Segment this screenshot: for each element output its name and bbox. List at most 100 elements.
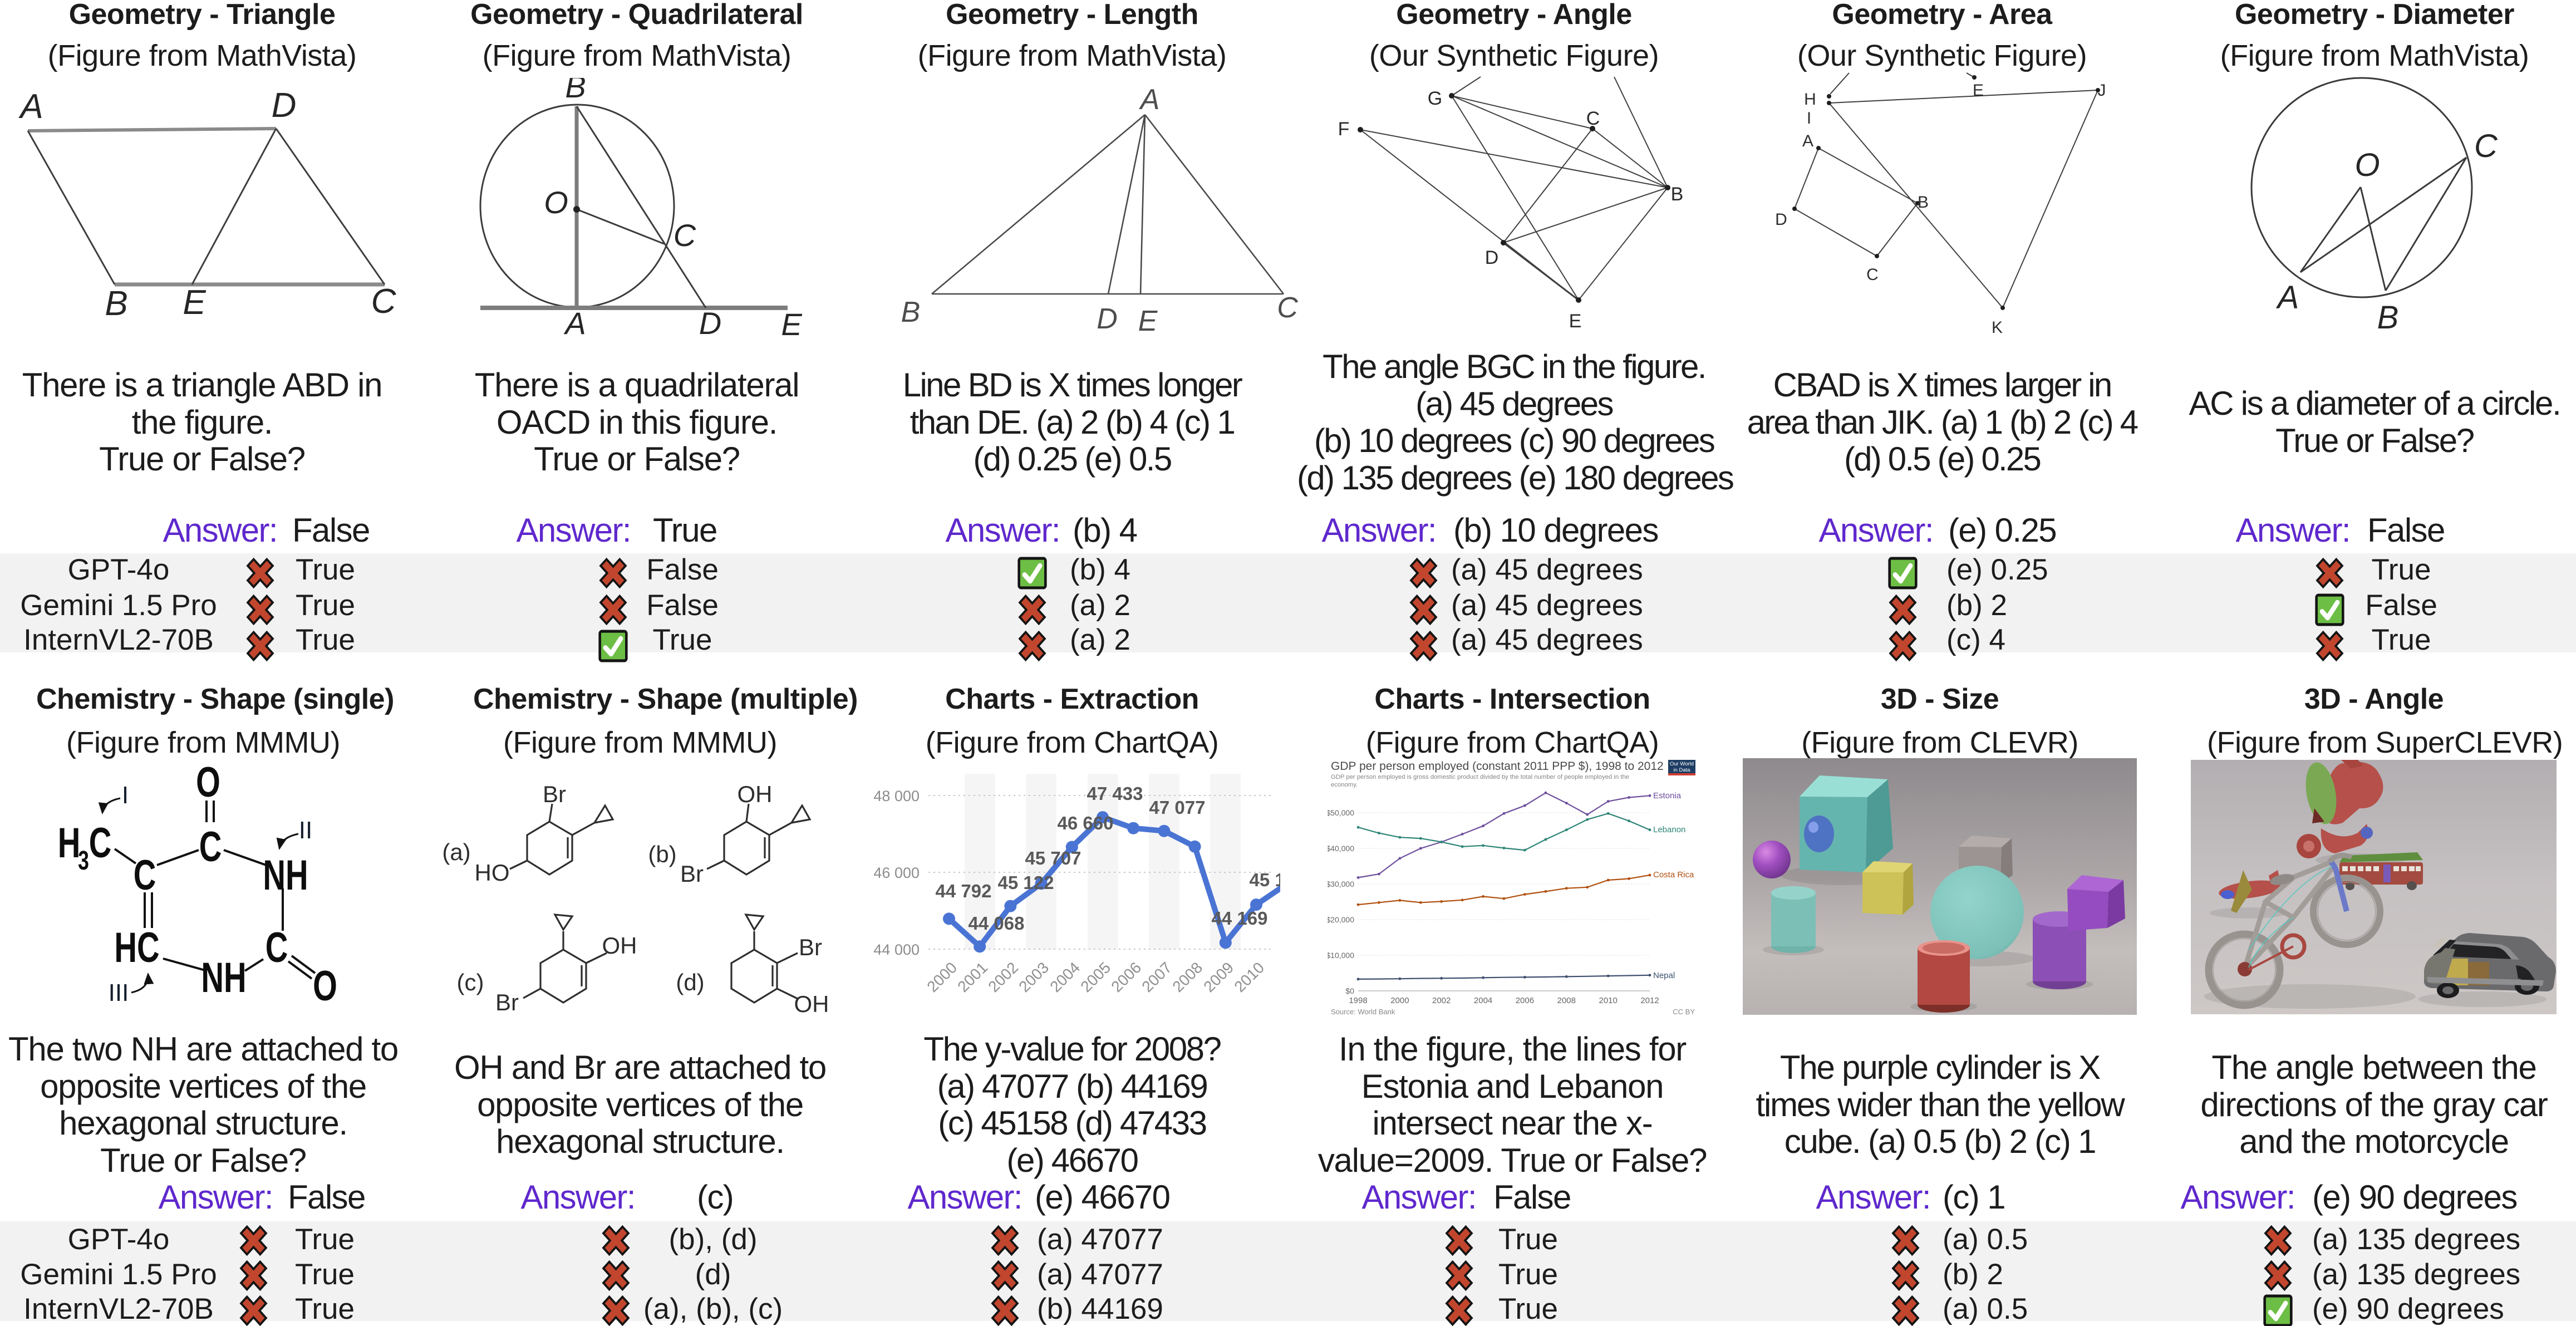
- svg-text:HC: HC: [114, 924, 159, 971]
- svg-text:(c): (c): [457, 969, 484, 995]
- svg-text:Lebanon: Lebanon: [1653, 825, 1685, 834]
- svg-text:44 792: 44 792: [936, 881, 992, 901]
- svg-text:2004: 2004: [1046, 959, 1083, 995]
- svg-text:(b): (b): [648, 841, 676, 867]
- svg-text:45 122: 45 122: [998, 872, 1054, 893]
- svg-text:GDP per person employed (const: GDP per person employed (constant 2011 P…: [1331, 760, 1664, 773]
- svg-text:A: A: [1802, 132, 1813, 150]
- svg-text:Br: Br: [543, 781, 566, 807]
- svg-text:Source: World Bank: Source: World Bank: [1331, 1008, 1395, 1016]
- svg-text:2000: 2000: [923, 959, 960, 995]
- svg-text:44 000: 44 000: [873, 941, 920, 958]
- svg-text:C: C: [1586, 108, 1600, 129]
- svg-text:2010: 2010: [1599, 996, 1618, 1005]
- svg-text:HO: HO: [475, 860, 510, 886]
- svg-text:3: 3: [78, 846, 89, 875]
- svg-text:45 158: 45 158: [1250, 870, 1280, 890]
- svg-text:45 707: 45 707: [1025, 848, 1081, 868]
- svg-text:2005: 2005: [1077, 959, 1114, 995]
- svg-text:III: III: [109, 979, 129, 1006]
- svg-text:C: C: [134, 852, 156, 899]
- svg-text:2012: 2012: [1640, 996, 1659, 1005]
- svg-text:B: B: [901, 296, 921, 328]
- svg-text:K: K: [1992, 318, 2003, 337]
- svg-text:B: B: [1918, 193, 1929, 212]
- svg-text:Estonia: Estonia: [1653, 791, 1682, 800]
- svg-text:46 000: 46 000: [873, 865, 920, 881]
- svg-text:$30,000: $30,000: [1328, 880, 1354, 888]
- svg-text:Br: Br: [680, 861, 704, 887]
- svg-text:OH: OH: [602, 932, 637, 959]
- svg-text:B: B: [105, 284, 127, 323]
- svg-text:$0: $0: [1345, 986, 1354, 995]
- svg-text:2000: 2000: [1390, 996, 1409, 1005]
- svg-text:E: E: [781, 307, 802, 337]
- svg-text:OH: OH: [738, 781, 773, 807]
- svg-text:Br: Br: [799, 934, 822, 960]
- svg-text:A: A: [563, 306, 586, 337]
- svg-text:F: F: [1338, 119, 1350, 140]
- svg-text:A: A: [18, 87, 43, 126]
- svg-text:2004: 2004: [1474, 996, 1492, 1005]
- svg-text:2003: 2003: [1015, 959, 1052, 995]
- svg-text:E: E: [183, 283, 206, 322]
- svg-text:NH: NH: [263, 852, 308, 899]
- svg-text:H: H: [1804, 90, 1816, 109]
- svg-text:O: O: [2354, 147, 2380, 183]
- svg-text:H: H: [58, 819, 81, 867]
- svg-text:C: C: [1866, 266, 1879, 284]
- svg-text:Costa Rica: Costa Rica: [1653, 870, 1694, 880]
- svg-text:(a): (a): [442, 839, 470, 865]
- svg-text:B: B: [565, 78, 586, 104]
- svg-text:A: A: [2276, 279, 2299, 316]
- svg-text:GDP per person employed is gro: GDP per person employed is gross domesti…: [1331, 774, 1629, 780]
- svg-text:B: B: [2377, 299, 2399, 334]
- svg-text:2009: 2009: [1200, 959, 1237, 995]
- svg-text:C: C: [1277, 292, 1298, 324]
- svg-text:C: C: [199, 823, 222, 871]
- svg-text:OH: OH: [794, 991, 829, 1017]
- svg-text:E: E: [1973, 81, 1984, 100]
- svg-text:CC BY: CC BY: [1673, 1008, 1695, 1016]
- svg-text:47 077: 47 077: [1149, 797, 1206, 818]
- svg-text:J: J: [2098, 81, 2106, 100]
- svg-text:2001: 2001: [954, 959, 991, 995]
- svg-text:E: E: [1569, 311, 1582, 332]
- svg-text:2006: 2006: [1516, 996, 1534, 1005]
- svg-text:C: C: [89, 819, 112, 867]
- svg-text:D: D: [699, 306, 721, 337]
- svg-text:C: C: [674, 218, 696, 253]
- svg-text:G: G: [1428, 88, 1442, 109]
- svg-text:C: C: [266, 924, 288, 971]
- svg-text:(d): (d): [676, 969, 704, 995]
- svg-text:2002: 2002: [1432, 996, 1451, 1005]
- svg-text:II: II: [299, 817, 312, 844]
- svg-text:$10,000: $10,000: [1328, 951, 1354, 960]
- svg-text:Nepal: Nepal: [1653, 971, 1675, 980]
- svg-text:46 660: 46 660: [1058, 813, 1114, 833]
- svg-text:O: O: [544, 185, 568, 220]
- svg-text:2008: 2008: [1169, 959, 1206, 995]
- svg-text:E: E: [1138, 305, 1158, 337]
- svg-text:1998: 1998: [1349, 996, 1367, 1005]
- svg-text:47 433: 47 433: [1087, 783, 1143, 804]
- svg-text:economy.: economy.: [1331, 782, 1358, 788]
- svg-text:2007: 2007: [1138, 959, 1175, 995]
- svg-text:D: D: [1485, 247, 1499, 268]
- svg-text:44 068: 44 068: [969, 913, 1025, 934]
- svg-text:D: D: [1775, 210, 1787, 229]
- svg-text:O: O: [196, 759, 220, 806]
- svg-text:2010: 2010: [1231, 959, 1267, 995]
- svg-text:D: D: [272, 86, 297, 125]
- svg-text:2002: 2002: [985, 959, 1021, 995]
- svg-text:C: C: [2474, 128, 2498, 164]
- svg-text:$50,000: $50,000: [1328, 808, 1354, 817]
- svg-text:$40,000: $40,000: [1328, 844, 1354, 853]
- svg-text:Br: Br: [495, 989, 519, 1015]
- svg-text:I: I: [122, 782, 129, 809]
- svg-text:B: B: [1671, 184, 1684, 205]
- svg-text:Our World: Our World: [1670, 761, 1694, 767]
- svg-text:$20,000: $20,000: [1328, 915, 1354, 924]
- svg-text:I: I: [1807, 109, 1811, 127]
- svg-text:44 169: 44 169: [1212, 908, 1268, 929]
